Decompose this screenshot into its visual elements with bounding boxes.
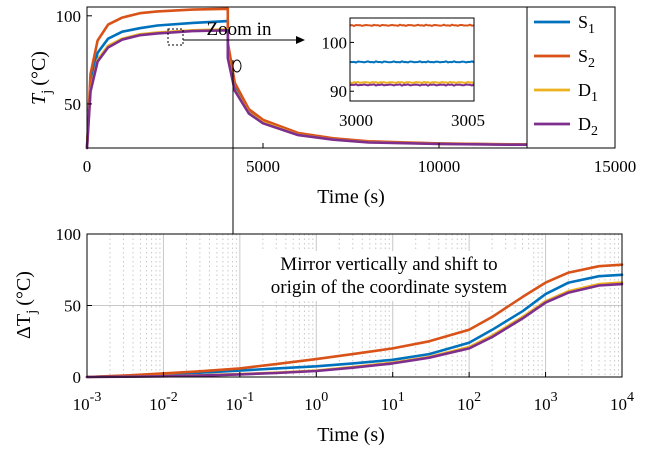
inset-series-line-2 bbox=[349, 23, 475, 28]
bottom-x-tick-label: 10-3 bbox=[73, 390, 102, 414]
inset-y-tick-label: 90 bbox=[330, 82, 347, 101]
top-x-tick-label: 10000 bbox=[418, 157, 461, 176]
inset-series-line-4 bbox=[349, 83, 475, 87]
top-series-line-2 bbox=[85, 7, 582, 150]
zoom-arrow-head bbox=[296, 36, 305, 44]
zoom-in-label: Zoom in bbox=[207, 19, 272, 40]
zoom-region-box bbox=[167, 28, 184, 46]
bottom-x-axis-label: Time (s) bbox=[317, 424, 385, 446]
inset-plot-marks bbox=[349, 23, 475, 87]
top-x-tick-label: 15000 bbox=[594, 157, 637, 176]
top-tick-labels: 0 5000 10000 15000 50 100 bbox=[56, 7, 637, 176]
inset-background bbox=[350, 18, 474, 101]
top-y-axis-label: Tj(°C) bbox=[28, 51, 55, 105]
bottom-x-tick-label: 100 bbox=[304, 390, 328, 414]
inset-plot: 3000 3005 90 100 bbox=[322, 17, 486, 130]
bottom-series-line-4 bbox=[85, 282, 624, 379]
legend-label-3: D1 bbox=[578, 80, 598, 105]
top-x-axis-label: Time (s) bbox=[317, 186, 385, 208]
bottom-x-tick-label: 102 bbox=[457, 390, 481, 414]
legend-label-2: S2 bbox=[578, 46, 595, 71]
inset-frame bbox=[349, 17, 475, 102]
top-x-tick-label: 0 bbox=[83, 157, 92, 176]
bottom-y-tick-label: 100 bbox=[56, 225, 82, 244]
inset-series-line-3 bbox=[349, 80, 475, 85]
bottom-x-tick-label: 101 bbox=[381, 390, 405, 414]
annotation-background bbox=[248, 251, 530, 301]
legend: S1 S2 D1 D2 bbox=[526, 6, 616, 149]
bottom-x-tick-label: 103 bbox=[534, 390, 558, 414]
bottom-x-tick-label: 104 bbox=[610, 390, 634, 414]
mirror-annotation-line-2: origin of the coordinate system bbox=[271, 277, 508, 298]
bottom-plot-marks bbox=[85, 263, 624, 379]
top-x-tick-label: 5000 bbox=[246, 157, 280, 176]
inset-x-tick-label: 3005 bbox=[451, 111, 485, 130]
top-y-tick-label: 100 bbox=[56, 7, 82, 26]
top-series-line-4 bbox=[85, 29, 582, 150]
bottom-y-tick-label: 50 bbox=[64, 297, 81, 316]
bottom-series-line-2 bbox=[85, 263, 624, 379]
bottom-tick-labels: 10-3 10-2 10-1 100 101 102 103 104 0 50 100 bbox=[56, 225, 635, 414]
legend-items: S1 S2 D1 D2 bbox=[534, 12, 598, 139]
inset-series-line-1 bbox=[349, 60, 475, 64]
mirror-arrow-loop bbox=[232, 59, 242, 73]
bottom-y-tick-label: 0 bbox=[73, 368, 82, 387]
legend-label-4: D2 bbox=[578, 114, 598, 139]
bottom-x-tick-label: 10-2 bbox=[149, 390, 178, 414]
top-plot-marks bbox=[85, 7, 582, 150]
top-panel: 0 5000 10000 15000 50 100 Time (s) Tj(°C) Zoo… bbox=[28, 6, 637, 208]
inset-y-tick-label: 100 bbox=[322, 33, 348, 52]
bottom-y-axis-label: ΔTj(°C) bbox=[13, 271, 40, 339]
top-y-tick-label: 50 bbox=[64, 95, 81, 114]
inset-x-tick-label: 3000 bbox=[339, 111, 373, 130]
inset-tick-labels: 3000 3005 90 100 bbox=[322, 33, 486, 130]
bottom-panel: Mirror vertically and shift to origin of… bbox=[13, 225, 634, 446]
legend-label-1: S1 bbox=[578, 12, 595, 37]
mirror-annotation-line-1: Mirror vertically and shift to bbox=[280, 254, 497, 275]
legend-box bbox=[526, 6, 616, 149]
bottom-x-tick-label: 10-1 bbox=[226, 390, 255, 414]
